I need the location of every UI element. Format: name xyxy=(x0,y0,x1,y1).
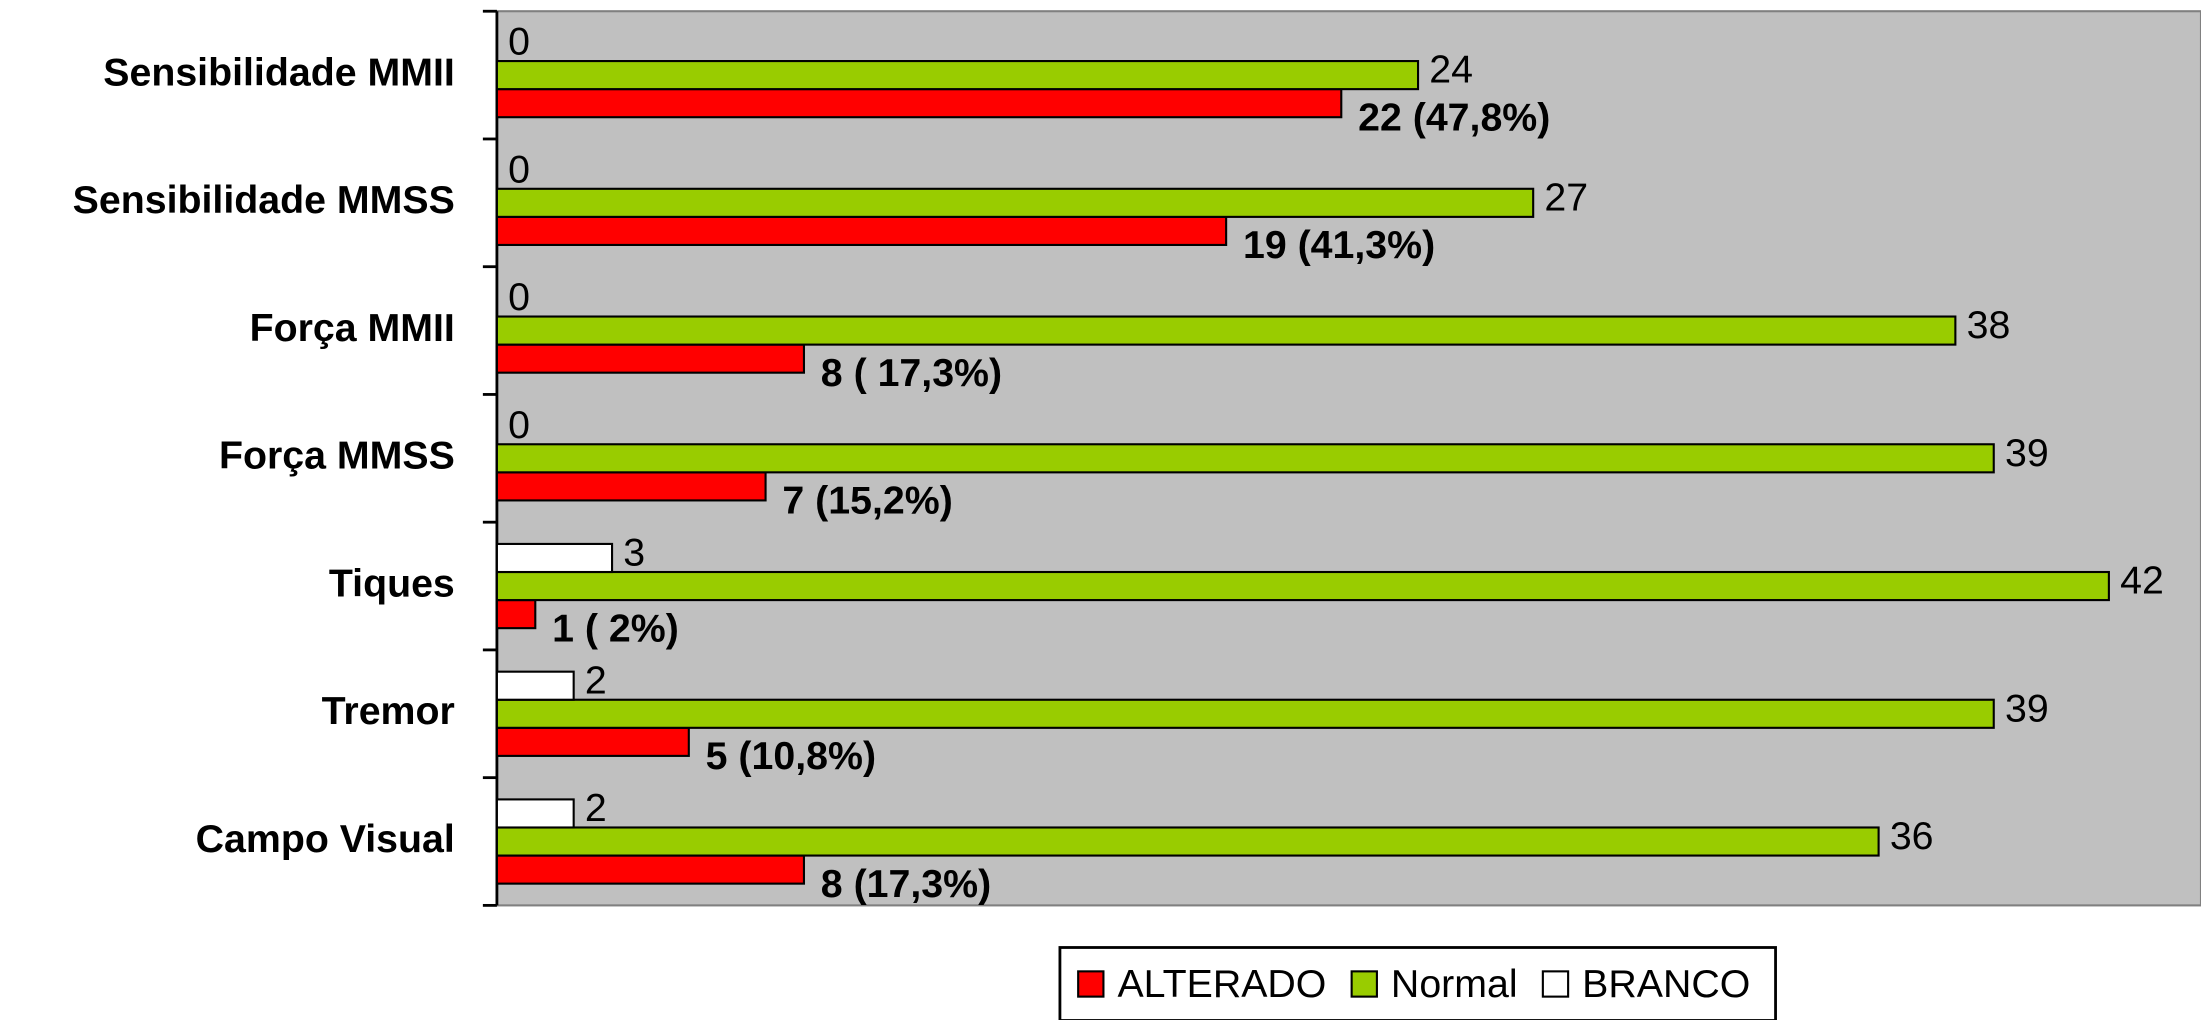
legend-label: ALTERADO xyxy=(1117,962,1326,1006)
legend-swatch xyxy=(1350,970,1378,998)
data-label: 39 xyxy=(2005,431,2049,475)
bar xyxy=(495,726,690,757)
data-label: 1 ( 2%) xyxy=(552,606,679,650)
data-label: 7 (15,2%) xyxy=(782,479,952,523)
bar xyxy=(495,315,1957,346)
y-tick-label: Sensibilidade MMII xyxy=(103,50,455,94)
bar xyxy=(495,60,1420,91)
bar xyxy=(495,798,575,829)
bar xyxy=(495,826,1880,857)
bar xyxy=(495,570,2110,602)
legend-label: BRANCO xyxy=(1582,962,1750,1006)
bar xyxy=(495,698,1995,729)
data-label: 2 xyxy=(585,658,607,702)
data-label: 27 xyxy=(1544,175,1588,219)
data-label: 24 xyxy=(1429,48,1473,92)
legend-swatch xyxy=(1541,970,1570,998)
bar xyxy=(495,443,1995,474)
data-label: 8 (17,3%) xyxy=(821,862,991,906)
data-label: 5 (10,8%) xyxy=(706,734,876,778)
bar xyxy=(495,471,767,502)
data-label: 36 xyxy=(1890,814,1934,858)
legend-box xyxy=(1058,946,1777,1020)
bar xyxy=(495,599,537,630)
y-tick-label: Campo Visual xyxy=(196,817,455,861)
data-label: 0 xyxy=(508,275,530,319)
data-label: 3 xyxy=(623,531,645,575)
data-label: 8 ( 17,3%) xyxy=(821,351,1002,395)
data-label: 0 xyxy=(508,403,530,447)
data-label: 0 xyxy=(508,147,530,191)
data-label: 42 xyxy=(2120,559,2164,603)
data-label: 22 (47,8%) xyxy=(1358,95,1550,139)
bar xyxy=(495,542,614,574)
bar xyxy=(495,88,1343,119)
data-label: 2 xyxy=(585,786,607,830)
y-tick-label: Força MMII xyxy=(250,306,455,350)
legend-label: Normal xyxy=(1391,962,1518,1006)
y-tick-label: Tiques xyxy=(329,561,455,605)
plot-root: Sensibilidade MMII 22 (47,8%)24 0 Sensibili… xyxy=(73,9,2201,1020)
bar xyxy=(495,854,806,885)
bar xyxy=(495,187,1535,218)
y-tick-label: Sensibilidade MMSS xyxy=(73,178,455,222)
legend-swatch xyxy=(1077,970,1105,998)
data-label: 39 xyxy=(2005,686,2049,730)
bar xyxy=(495,670,575,701)
bar xyxy=(495,343,806,374)
data-label: 19 (41,3%) xyxy=(1243,223,1435,267)
y-tick-label: Força MMSS xyxy=(219,434,455,478)
bar xyxy=(495,215,1228,246)
data-label: 38 xyxy=(1967,303,2011,347)
data-label: 0 xyxy=(508,20,530,64)
y-tick-label: Tremor xyxy=(322,689,455,733)
legend: ALTERADO Normal BRANCO xyxy=(1058,946,1777,1020)
